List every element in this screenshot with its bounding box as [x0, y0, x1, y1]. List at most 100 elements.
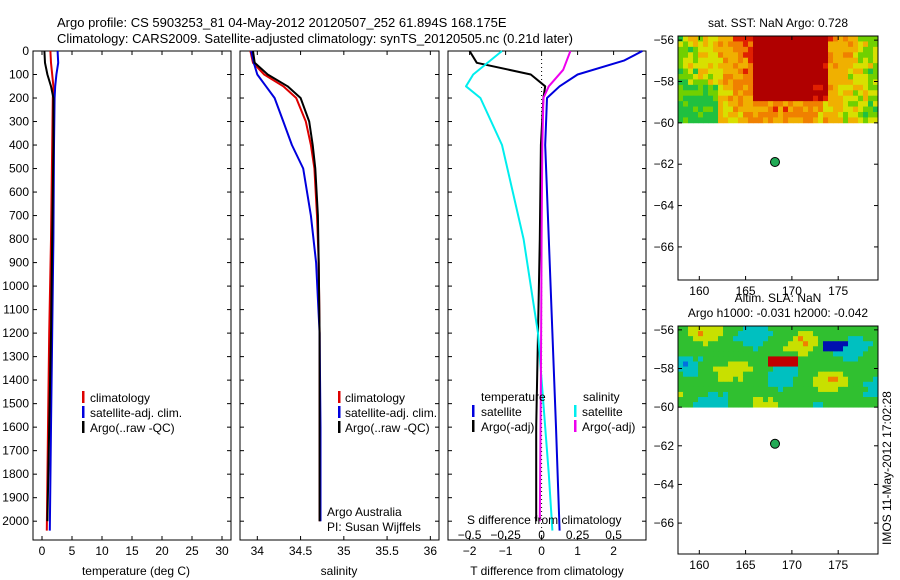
field-cell: [768, 391, 774, 398]
field-cell: [868, 111, 874, 118]
field-cell: [838, 52, 844, 59]
field-cell: [743, 366, 749, 373]
field-cell: [688, 68, 694, 75]
field-cell: [793, 95, 799, 102]
field-cell: [773, 391, 779, 398]
field-cell: [868, 346, 874, 352]
field-cell: [773, 356, 779, 362]
field-cell: [723, 79, 729, 86]
field-cell: [718, 106, 724, 113]
field-cell: [723, 381, 729, 388]
field-cell: [803, 402, 809, 408]
field-cell: [788, 386, 794, 393]
field-cell: [823, 381, 829, 388]
field-cell: [833, 41, 839, 48]
field-cell: [788, 346, 794, 352]
field-cell: [873, 79, 879, 86]
field-cell: [788, 361, 794, 367]
field-cell: [828, 397, 834, 403]
field-cell: [703, 381, 709, 388]
field-cell: [708, 331, 714, 337]
field-cell: [738, 95, 744, 102]
field-cell: [798, 331, 804, 337]
field-cell: [788, 336, 794, 342]
field-cell: [783, 371, 789, 378]
legend-swatch-red: [82, 391, 85, 403]
field-cell: [708, 95, 714, 102]
field-cell: [748, 95, 754, 102]
field-cell: [823, 63, 829, 69]
field-cell: [688, 391, 694, 398]
field-cell: [758, 46, 764, 53]
field-cell: [808, 397, 814, 403]
field-cell: [863, 41, 869, 48]
field-cell: [763, 402, 769, 408]
field-cell: [858, 46, 864, 53]
field-cell: [858, 386, 864, 393]
field-cell: [733, 68, 739, 75]
field-cell: [808, 391, 814, 398]
y-tick-label: 600: [9, 185, 29, 199]
field-cell: [698, 68, 704, 75]
field-cell: [748, 376, 754, 383]
field-cell: [848, 36, 854, 42]
field-cell: [728, 68, 734, 75]
field-cell: [843, 117, 849, 124]
temperature-panel: 0 5 10 15 20 25 300100200300400500600700800900…: [2, 44, 232, 558]
field-cell: [763, 371, 769, 378]
field-cell: [728, 402, 734, 408]
field-cell: [753, 63, 759, 69]
y-tick-label: 900: [9, 256, 29, 270]
field-cell: [753, 351, 759, 357]
y-tick-label: 1000: [2, 279, 29, 293]
field-cell: [783, 52, 789, 59]
field-cell: [828, 79, 834, 86]
field-cell: [753, 402, 759, 408]
field-cell: [818, 36, 824, 42]
field-cell: [678, 52, 684, 59]
field-cell: [798, 111, 804, 118]
field-cell: [758, 397, 764, 403]
field-cell: [833, 84, 839, 91]
field-cell: [753, 57, 759, 64]
field-cell: [723, 46, 729, 53]
field-cell: [708, 366, 714, 373]
field-cell: [758, 57, 764, 64]
field-cell: [723, 111, 729, 118]
field-cell: [703, 101, 709, 107]
field-cell: [748, 74, 754, 80]
temperature-axis-label: temperature (deg C): [82, 564, 190, 578]
field-cell: [838, 331, 844, 337]
field-cell: [748, 361, 754, 367]
field-cell: [678, 57, 684, 64]
field-cell: [708, 52, 714, 59]
field-cell: [783, 46, 789, 53]
field-cell: [728, 46, 734, 53]
y-tick-label: 1900: [2, 491, 29, 505]
field-cell: [738, 63, 744, 69]
field-cell: [858, 79, 864, 86]
field-cell: [778, 68, 784, 75]
legend-label: satellite-adj. clim.: [345, 406, 437, 420]
field-cell: [843, 371, 849, 378]
field-cell: [798, 41, 804, 48]
y-tick-label: −66: [654, 240, 675, 254]
field-cell: [718, 63, 724, 69]
legend-label: climatology: [345, 391, 405, 405]
field-cell: [868, 341, 874, 347]
field-cell: [748, 386, 754, 393]
field-cell: [798, 376, 804, 383]
field-cell: [688, 331, 694, 337]
field-cell: [683, 63, 689, 69]
field-cell: [748, 351, 754, 357]
field-cell: [723, 90, 729, 97]
field-cell: [828, 57, 834, 64]
field-cell: [683, 117, 689, 124]
field-cell: [793, 351, 799, 357]
field-cell: [703, 386, 709, 393]
field-cell: [683, 371, 689, 378]
field-cell: [768, 46, 774, 53]
field-cell: [753, 381, 759, 388]
field-cell: [828, 391, 834, 398]
field-cell: [758, 402, 764, 408]
